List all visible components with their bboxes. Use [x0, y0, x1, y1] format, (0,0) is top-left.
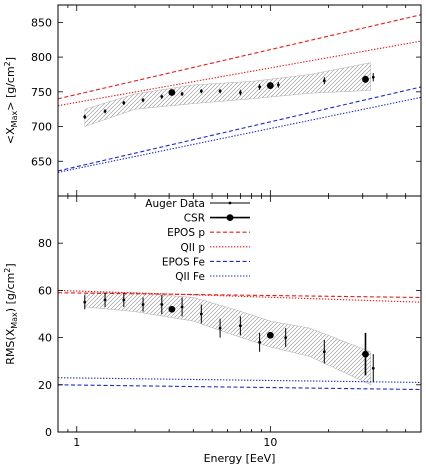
top-uncertainty-band [84, 62, 371, 127]
bottom-ytick-label-0: 0 [45, 426, 52, 439]
top-csr-point-1 [266, 82, 274, 89]
top-band-area [84, 62, 371, 127]
bottom-data-points [83, 292, 375, 383]
legend-symbol-point-auger-data [228, 201, 232, 205]
bottom-auger-data-point-4 [160, 303, 164, 306]
top-auger-data-point-6 [199, 89, 203, 93]
bottom-axes: 0 20 40 60 80 1 10 [38, 195, 422, 449]
top-line-epos-p [58, 14, 421, 100]
bottom-auger-data-point-9 [258, 340, 262, 344]
legend-label-csr: CSR [184, 213, 205, 225]
bottom-auger-data-point-7 [218, 326, 222, 330]
top-auger-data-point-12 [371, 75, 375, 79]
legend-label-qii-fe: QII Fe [175, 271, 205, 283]
top-auger-data-point-5 [180, 92, 184, 96]
bottom-ytick-label-40: 40 [38, 332, 52, 345]
top-auger-data-point-8 [238, 91, 242, 94]
top-line-epos-fe [58, 86, 421, 172]
top-ytick-label-700: 700 [31, 121, 52, 134]
top-y-axis-title: <XMax> [g/cm2] [3, 57, 19, 144]
bottom-plot-frame [57, 195, 422, 433]
legend-label-qii-p: QII p [181, 242, 206, 254]
bottom-line-qii-fe [58, 377, 421, 383]
top-auger-data-point-4 [160, 95, 164, 99]
bottom-auger-data-point-12 [371, 366, 375, 370]
bottom-band-area [84, 292, 371, 386]
top-auger-data-point-11 [322, 79, 326, 83]
bottom-auger-data-point-0 [83, 300, 87, 304]
bottom-xtick-label-10: 10 [263, 436, 277, 449]
bottom-csr-point-1 [266, 331, 274, 339]
top-plot-frame [57, 4, 422, 197]
top-auger-data-point-7 [218, 89, 222, 93]
bottom-line-epos-fe [58, 384, 421, 391]
bottom-csr-point-0 [168, 305, 176, 313]
bottom-auger-data-point-3 [141, 303, 145, 306]
legend-label-auger-data: Auger Data [145, 198, 205, 210]
legend-label-epos-p: EPOS p [167, 227, 205, 239]
top-auger-data-point-1 [103, 109, 107, 113]
bottom-auger-data-point-6 [199, 312, 203, 316]
top-auger-data-point-9 [258, 85, 262, 89]
bottom-auger-data-point-11 [322, 350, 326, 354]
bottom-auger-data-point-1 [103, 298, 107, 302]
top-ytick-label-800: 800 [31, 51, 52, 64]
bottom-ytick-label-60: 60 [38, 284, 52, 297]
bottom-auger-data-point-2 [122, 298, 126, 302]
top-csr-point-2 [362, 75, 369, 83]
top-line-qii-p [58, 40, 421, 107]
legend-symbol-point-csr [226, 214, 234, 222]
bottom-xtick-label-1: 1 [73, 436, 80, 449]
top-csr-point-0 [168, 89, 176, 96]
x-axis-title: Energy [EeV] [204, 452, 276, 465]
bottom-ytick-label-80: 80 [38, 237, 52, 250]
top-panel-xmax: 650 700 750 800 850 <XMax> [g/cm2] [3, 4, 422, 197]
legend-label-epos-fe: EPOS Fe [162, 256, 205, 268]
top-ytick-label-650: 650 [31, 155, 52, 168]
top-data-points [83, 73, 375, 119]
bottom-line-qii-p [58, 289, 421, 303]
top-auger-data-point-3 [141, 98, 145, 102]
bottom-auger-data-point-8 [238, 324, 242, 328]
bottom-model-lines [58, 289, 421, 391]
bottom-auger-data-point-10 [284, 336, 288, 339]
bottom-panel-rms: 0 20 40 60 80 1 10 RMS(XMax) [g/cm2] Energy [E… [3, 195, 422, 465]
top-auger-data-point-10 [276, 83, 280, 87]
top-auger-data-point-0 [83, 115, 87, 119]
bottom-csr-point-2 [362, 350, 369, 358]
bottom-y-axis-title: RMS(XMax) [g/cm2] [3, 263, 19, 364]
bottom-line-epos-p [58, 292, 421, 299]
top-ytick-label-750: 750 [31, 86, 52, 99]
bottom-ytick-label-20: 20 [38, 379, 52, 392]
bottom-auger-data-point-5 [180, 305, 184, 309]
top-model-lines [58, 14, 421, 173]
bottom-uncertainty-band [84, 292, 371, 386]
legend: Auger Data CSR EPOS p QII p EPOS Fe QII Fe [145, 198, 250, 283]
top-ytick-label-850: 850 [31, 16, 52, 29]
top-auger-data-point-2 [122, 101, 126, 105]
